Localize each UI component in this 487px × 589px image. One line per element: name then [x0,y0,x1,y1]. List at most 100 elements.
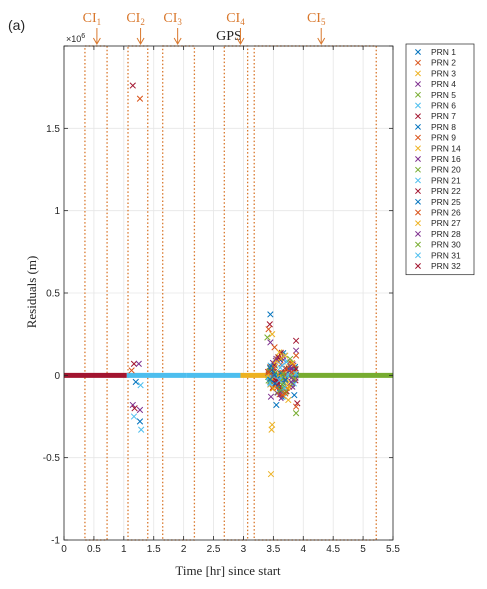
data-point [294,400,301,407]
data-point [291,391,298,399]
x-axis-label: Time [hr] since start [175,563,281,578]
legend-marker [415,177,421,184]
data-point [265,368,272,376]
legend-marker [415,113,421,120]
legend-label: PRN 9 [431,133,456,143]
cluster-point [289,369,295,375]
axes: 0 0.5 1 1.5 2 2.5 3 3.5 4 4.5 5 5.5 -1 -0.5 0 0.5 1 1.5 [43,45,400,555]
data-point [265,326,272,333]
legend-marker [415,123,421,130]
data-point [130,360,138,367]
legend-marker [415,70,421,77]
data-point [136,418,144,425]
cluster-point [291,381,297,387]
legend-marker [415,188,421,195]
legend-label: PRN 28 [431,229,461,239]
cluster-point [293,366,299,372]
legend-label: PRN 20 [431,165,461,175]
data-point [286,355,294,363]
data-point [276,349,283,356]
y-tick-label: -0.5 [43,453,61,464]
data-point [264,334,271,341]
y-tick-label: 1.5 [46,124,60,135]
y-tick-label: 1 [54,206,60,217]
legend-marker [415,134,421,141]
data-point [282,352,289,359]
x-tick-label: 2 [181,544,187,555]
x-tick-label: 4 [300,544,306,555]
data-point [292,403,300,410]
data-point [285,396,292,404]
ci-arrowhead-4 [236,37,245,45]
cluster-point [268,367,274,373]
data-point [288,378,295,386]
data-point [266,321,273,328]
data-point [273,401,280,409]
ci-box-5 [253,45,377,541]
data-point [279,362,286,369]
cluster-point [264,372,271,379]
data-point [292,410,300,417]
data-point [136,95,144,102]
x-tick-label: 5 [360,544,366,555]
legend-label: PRN 32 [431,261,461,271]
cluster-point [282,377,289,383]
cluster-point [289,359,296,366]
x-tick-label: 1.5 [147,544,161,555]
data-point [267,311,274,318]
cluster-point [283,389,289,395]
legend-marker [415,230,421,237]
data-point [131,405,138,412]
data-point [277,386,284,394]
data-point [292,347,300,354]
data-point [129,82,136,89]
legend-label: PRN 16 [431,154,461,164]
x-tick-label: 0 [61,544,67,555]
data-point [128,367,135,374]
legend-marker [415,166,421,173]
legend-label: PRN 5 [431,90,456,100]
legend-label: PRN 30 [431,240,461,250]
data-point [268,426,275,433]
cluster-point [290,384,296,390]
data-point [283,365,290,372]
data-point [274,380,282,387]
y-tick-label: -1 [51,536,60,547]
legend-label: PRN 22 [431,186,461,196]
cluster-point [278,395,284,402]
legend-label: PRN 6 [431,101,456,111]
grid [63,45,394,541]
legend-marker [415,263,421,269]
legend-label: PRN 25 [431,197,461,207]
x-tick-label: 3.5 [266,544,280,555]
data-point [292,352,300,359]
cluster-point [281,385,288,391]
legend-marker [415,156,421,162]
ci-label-1: CI1 [83,11,102,27]
legend-label: PRN 27 [431,218,461,228]
data-point [135,360,142,367]
legend-marker [415,241,421,248]
legend-label: PRN 8 [431,122,456,132]
data-point [276,377,283,384]
legend-marker [415,198,421,205]
legend-label: PRN 2 [431,58,456,68]
legend-marker [415,91,421,98]
y-tick-label: 0 [54,371,60,382]
data-point [130,413,138,420]
legend-label: PRN 26 [431,208,461,218]
data-point [273,355,280,363]
ci-arrowhead-3 [173,37,182,45]
x-tick-label: 3 [241,544,247,555]
data-point [129,401,136,409]
cluster-point [267,378,273,385]
y-tick-label: 0.5 [46,289,60,300]
cluster-point [271,371,278,378]
legend-marker [415,145,421,152]
legend-label: PRN 21 [431,175,461,185]
legend-label: PRN 31 [431,250,461,260]
ci-arrowhead-5 [317,37,326,45]
ci-box-2 [127,45,149,541]
